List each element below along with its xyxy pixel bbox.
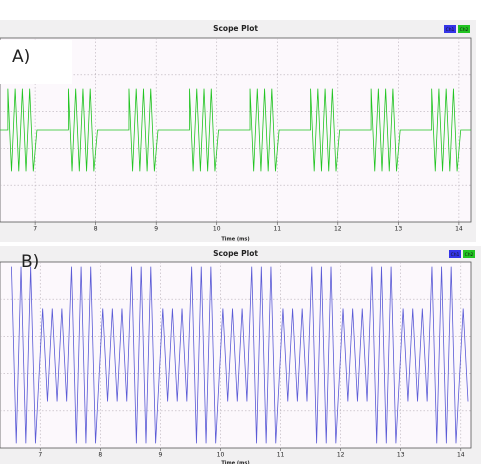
x-tick-label: 14 <box>455 226 463 233</box>
legend-label: Ch1 <box>446 27 455 33</box>
signal-trace <box>0 88 471 172</box>
legend-label: Ch2 <box>460 27 469 33</box>
x-axis-label: Time (ms) <box>221 237 249 243</box>
x-axis-label: Time (ms) <box>221 461 249 464</box>
plot-area <box>0 37 472 223</box>
x-tick-label: 11 <box>273 226 281 233</box>
x-tick-label: 9 <box>154 226 158 233</box>
x-tick-label: 13 <box>397 452 405 459</box>
x-tick-label: 12 <box>337 452 345 459</box>
x-tick-label: 10 <box>217 452 225 459</box>
legend-swatch <box>458 25 470 33</box>
x-tick-label: 10 <box>213 226 221 233</box>
panel-label: B) <box>21 252 39 272</box>
x-tick-label: 9 <box>158 452 162 459</box>
legend-swatch <box>449 250 461 258</box>
legend-swatch <box>463 250 475 258</box>
label-box <box>0 40 72 84</box>
legend-label: Ch1 <box>451 252 460 258</box>
chart-title: Scope Plot <box>213 249 258 258</box>
x-tick-label: 7 <box>38 452 42 459</box>
x-tick-label: 11 <box>277 452 285 459</box>
x-tick-label: 13 <box>395 226 403 233</box>
x-tick-label: 7 <box>33 226 37 233</box>
x-tick-label: 8 <box>98 452 102 459</box>
legend-label: Ch2 <box>465 252 474 258</box>
x-tick-label: 14 <box>457 452 465 459</box>
panel-label: A) <box>12 47 30 67</box>
legend-swatch <box>444 25 456 33</box>
x-tick-label: 12 <box>334 226 342 233</box>
chart-title: Scope Plot <box>213 24 258 33</box>
signal-trace <box>11 266 469 444</box>
x-tick-label: 8 <box>94 226 98 233</box>
